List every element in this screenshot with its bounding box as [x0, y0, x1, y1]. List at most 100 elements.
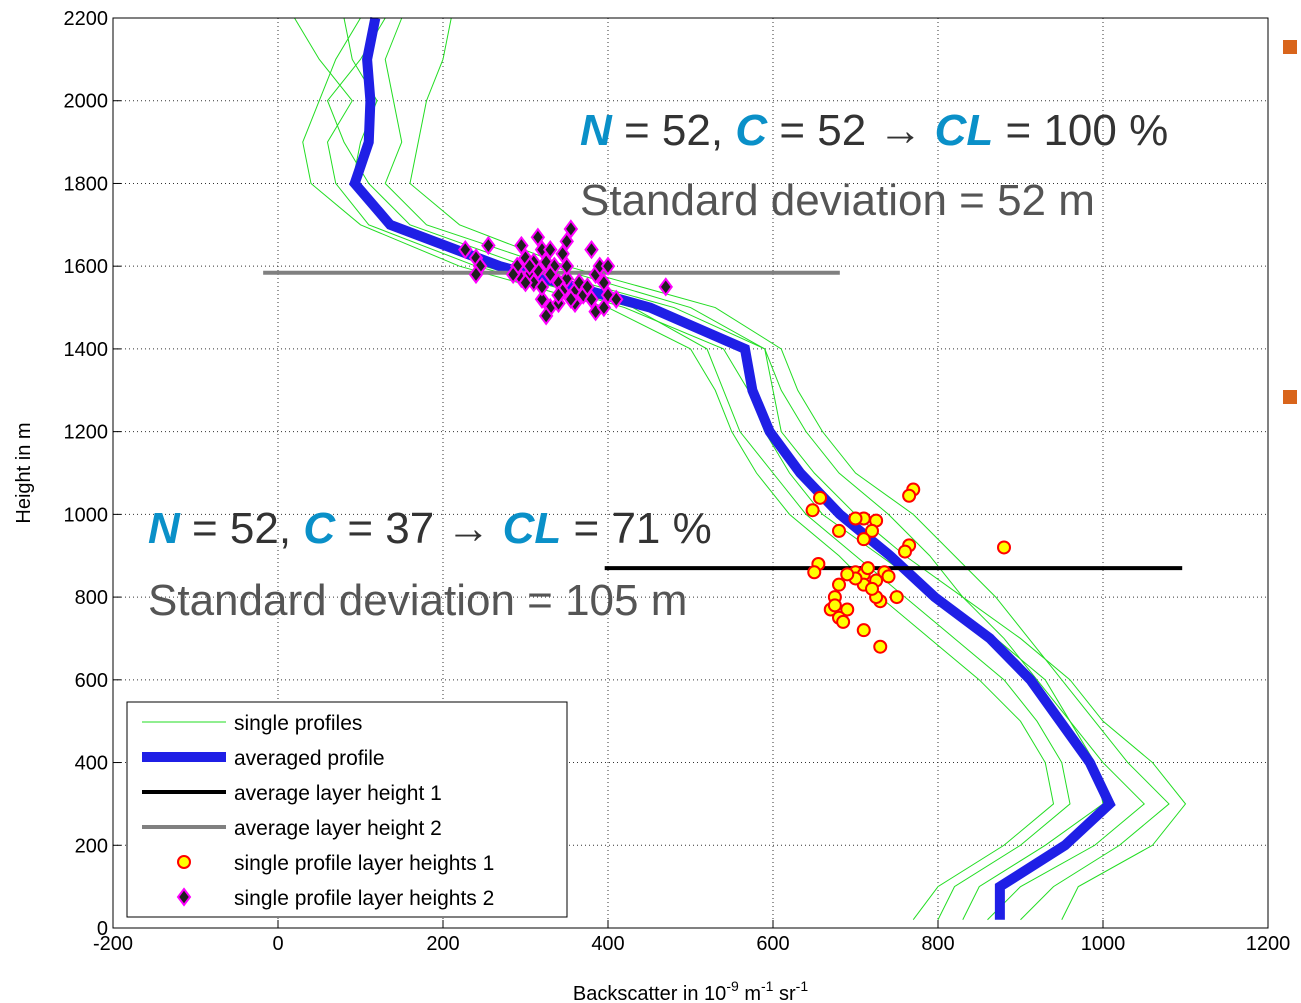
legend-key — [177, 855, 191, 869]
annotation-part: CL — [503, 504, 562, 553]
x-tick-label: 1200 — [1246, 933, 1291, 955]
layer-point — [832, 577, 846, 592]
annotation-part: CL — [935, 106, 994, 155]
layer-point — [805, 503, 820, 518]
layer-point — [559, 268, 574, 289]
layer-point — [997, 540, 1011, 555]
y-tick-label: 1600 — [64, 256, 109, 278]
layer-point — [873, 639, 888, 654]
y-axis-label: Height in m — [13, 422, 35, 523]
y-tick-label: 600 — [75, 670, 108, 692]
layer-point — [555, 244, 570, 264]
x-tick-label: 200 — [426, 933, 459, 955]
annotation-part: = 52 → — [767, 106, 935, 155]
x-tick-label: 1000 — [1081, 933, 1126, 955]
y-tick-label: 200 — [75, 835, 108, 857]
layer-point — [530, 227, 546, 247]
y-tick-label: 1400 — [64, 339, 109, 361]
annotation-part: N — [148, 504, 181, 553]
single-profile — [409, 17, 1170, 921]
y-tick-label: 2200 — [64, 8, 109, 30]
layer-point — [559, 256, 574, 276]
annotation-part: = 71 % — [561, 504, 711, 553]
annotation-part: = 52, — [180, 504, 304, 553]
layer-point — [807, 565, 822, 580]
layer-point — [559, 231, 574, 252]
layer-point — [848, 511, 863, 526]
x-tick-label: 400 — [591, 933, 624, 955]
layer-point — [832, 523, 846, 538]
bullet — [1283, 390, 1297, 404]
annotation-part: C — [303, 504, 336, 553]
x-axis-label-part: sr — [773, 983, 796, 1003]
single-profile — [302, 17, 1055, 921]
layer-point — [543, 239, 558, 260]
layer-point — [813, 490, 828, 505]
layer-point — [580, 277, 595, 297]
y-tick-label: 1000 — [64, 504, 109, 526]
legend-key — [176, 887, 192, 907]
y-tick-label: 400 — [75, 753, 108, 775]
bullet — [1283, 40, 1297, 54]
plot-frame — [112, 17, 1269, 929]
annotation-note: Standard deviation = 52 m — [580, 176, 1095, 225]
layer-point — [518, 273, 533, 293]
layer-point — [563, 219, 579, 239]
x-tick-label: 0 — [272, 933, 283, 955]
single-profile — [384, 17, 1187, 920]
layer-point — [514, 235, 529, 256]
layer-point — [856, 532, 871, 547]
layer-point — [865, 581, 879, 596]
layer-point — [481, 235, 496, 256]
annotation-part: N — [580, 106, 613, 155]
legend-box — [126, 701, 568, 918]
layer-point — [836, 614, 851, 629]
annotation: N = 52, C = 52 → CL = 100 % — [580, 106, 1168, 155]
averaged-profile — [349, 17, 1116, 920]
x-axis-label-part: Backscatter in 10 — [573, 983, 726, 1003]
layer-point — [468, 264, 484, 285]
layer-point — [865, 523, 879, 538]
layer-point — [543, 264, 558, 285]
layer-point — [609, 289, 624, 309]
layer-point — [881, 569, 896, 584]
layer-point — [889, 590, 904, 605]
y-tick-label: 2000 — [64, 91, 109, 113]
layer-point — [551, 285, 566, 305]
x-tick-label: -200 — [93, 933, 133, 955]
x-axis-label-part: m — [739, 983, 761, 1003]
legend-label: single profile layer heights 2 — [234, 887, 494, 910]
y-tick-label: 0 — [97, 918, 108, 940]
x-tick-label: 800 — [921, 933, 954, 955]
x-axis-label-part: -1 — [796, 978, 809, 994]
annotation: N = 52, C = 37 → CL = 71 % — [148, 504, 712, 553]
x-axis-label-part: -1 — [761, 978, 774, 994]
layer-point — [584, 289, 599, 309]
x-axis-label: Backscatter in 10-9 m-1 sr-1 — [573, 978, 808, 1003]
legend-label: single profiles — [234, 712, 362, 735]
layer-point — [596, 297, 612, 318]
layer-point — [840, 602, 855, 617]
layer-point — [902, 488, 917, 503]
layer-point — [538, 306, 554, 326]
single-profile — [294, 17, 1071, 920]
legend-label: average layer height 1 — [234, 782, 442, 805]
layer-point — [596, 273, 612, 293]
layer-point — [534, 277, 550, 297]
layer-point — [827, 598, 842, 613]
annotation-part: = 37 → — [335, 504, 503, 553]
x-tick-label: 600 — [756, 933, 789, 955]
layer-point — [840, 567, 855, 582]
annotation-part: C — [735, 106, 768, 155]
layer-point — [534, 289, 550, 309]
layer-point — [898, 544, 912, 559]
y-tick-label: 1800 — [64, 173, 109, 195]
layer-point — [584, 239, 599, 260]
layer-point — [522, 256, 537, 276]
layer-point — [563, 289, 579, 309]
annotation-note: Standard deviation = 105 m — [148, 576, 687, 625]
legend-label: averaged profile — [234, 747, 385, 770]
layer-point — [458, 239, 473, 260]
layer-point — [505, 264, 521, 285]
